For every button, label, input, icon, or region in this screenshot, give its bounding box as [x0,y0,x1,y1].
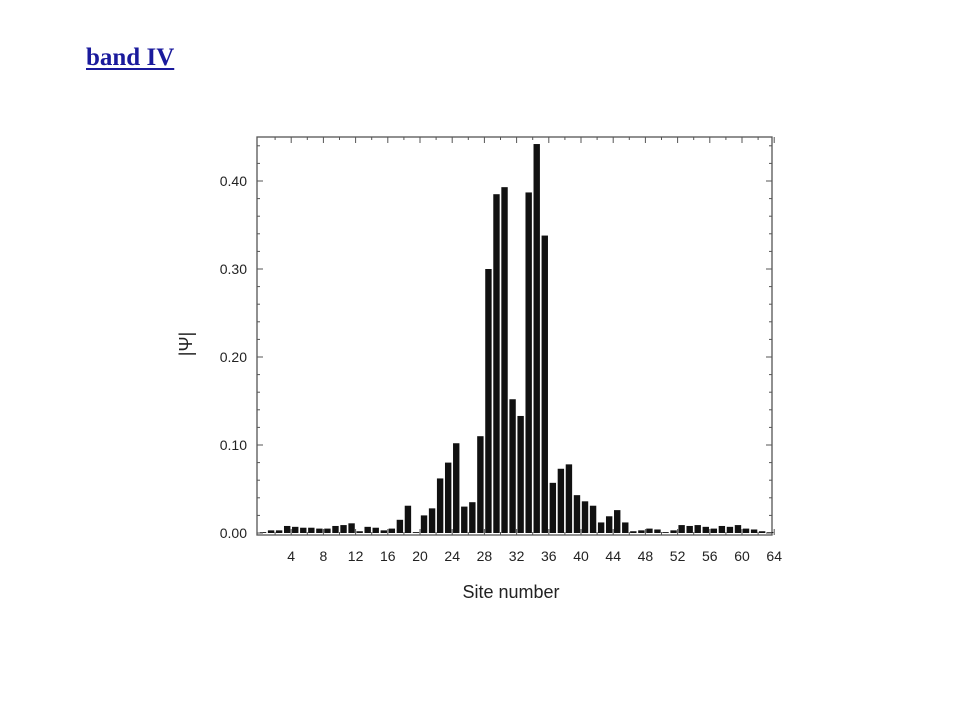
bar [549,482,557,533]
bar [694,525,701,533]
bar [533,144,540,534]
bar [557,468,565,533]
bar [750,529,758,533]
bar [292,526,299,533]
x-tick-label: 28 [477,548,493,564]
bar [324,528,331,533]
bar [412,532,420,533]
bar [686,525,693,533]
bar [573,495,581,533]
bar [670,530,677,533]
x-axis-title: Site number [462,582,559,602]
bar [501,187,508,533]
bar [316,528,323,533]
bar [718,525,726,533]
x-tick-label: 60 [734,548,750,564]
bar [404,505,412,533]
y-tick-label: 0.20 [220,349,247,365]
bar [388,528,396,533]
bar [614,510,621,533]
bar [581,501,589,533]
plot-frame [256,136,773,536]
x-tick-label: 24 [444,548,460,564]
y-axis-title: |Ψ| [176,332,196,356]
bar [678,525,685,533]
bar [541,235,548,533]
y-tick-label: 0.30 [220,261,247,277]
bar [605,516,613,533]
bar [638,530,645,533]
bar-group [259,144,774,534]
bar [300,527,307,533]
bar [275,530,283,533]
band-iv-link[interactable]: band IV [86,44,175,71]
bar [420,515,428,533]
x-tick-label: 32 [509,548,525,564]
y-tick-label: 0.40 [220,173,247,189]
bar [622,522,629,533]
bar [734,525,742,533]
x-tick-label: 16 [380,548,396,564]
bar [428,508,436,533]
bar [525,192,532,533]
bar [444,462,452,533]
bar [332,525,339,533]
bar [726,526,734,533]
bar [396,519,404,533]
x-tick-label: 12 [348,548,364,564]
bar [308,527,315,533]
bar [461,506,468,533]
x-tick-label: 52 [670,548,686,564]
bar [453,443,460,533]
x-axis-ticks: 4 8 12 16 20 24 28 32 36 40 44 48 52 56 60 64 [274,137,782,564]
bar [267,530,275,533]
bar [654,529,661,533]
x-tick-label: 36 [541,548,557,564]
bar [485,269,492,533]
bar [380,530,387,533]
x-tick-label: 48 [638,548,654,564]
bar [589,505,597,533]
x-tick-label: 4 [287,548,295,564]
bar [565,464,573,533]
x-tick-label: 56 [702,548,718,564]
bar [364,526,371,533]
y-tick-label: 0.00 [220,525,247,541]
bar [710,528,718,533]
bar [283,525,291,533]
bar [646,528,653,533]
x-tick-label: 40 [573,548,589,564]
y-axis-ticks: 0.00 0.10 0.20 0.30 0.40 [220,145,772,541]
x-tick-label: 20 [412,548,428,564]
bar [662,532,669,533]
bar [517,415,524,533]
bar [356,531,363,533]
x-tick-label: 64 [766,548,782,564]
bar [469,502,476,533]
bar [348,523,355,533]
bar [702,526,709,533]
bar [477,436,484,533]
bar [436,478,444,533]
x-tick-label: 44 [605,548,621,564]
bar [758,531,766,533]
bar [742,528,750,533]
bar [372,527,379,533]
y-tick-label: 0.10 [220,437,247,453]
bar [509,399,516,533]
bar [493,194,500,533]
bar [630,531,637,533]
bar [259,532,267,533]
x-tick-label: 8 [320,548,328,564]
bar [340,525,347,533]
bar [597,522,605,533]
